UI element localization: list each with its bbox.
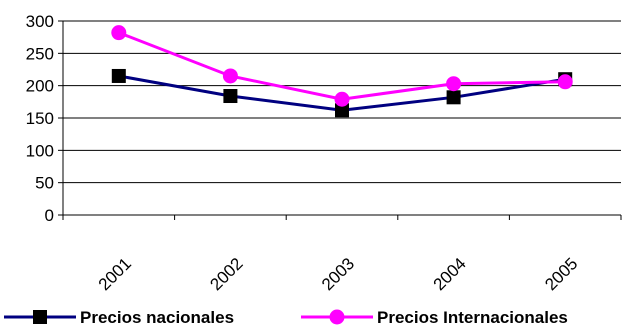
data-point-square — [446, 90, 461, 105]
series-group — [111, 25, 573, 118]
x-axis-ticks: 2001 2002 2003 2004 2005 — [62, 215, 622, 294]
x-tick-label: 2002 — [206, 254, 246, 294]
y-tick-label: 150 — [26, 109, 54, 128]
legend: Precios nacionales Precios Internacionale… — [4, 308, 568, 326]
legend-label: Precios nacionales — [80, 308, 234, 326]
y-tick-label: 100 — [26, 141, 54, 160]
data-point-square — [335, 103, 349, 118]
legend-marker-circle — [329, 309, 345, 325]
x-tick-label: 2003 — [318, 254, 358, 294]
x-tick-label: 2004 — [430, 254, 470, 294]
data-point-square — [111, 68, 126, 83]
data-point-square — [223, 89, 238, 104]
data-point-circle — [557, 74, 573, 90]
grid-lines — [63, 20, 621, 184]
y-tick-label: 200 — [26, 77, 54, 96]
y-axis-ticks: 0 50 100 150 200 250 300 — [26, 12, 63, 225]
data-point-circle — [222, 68, 238, 84]
y-tick-label: 300 — [26, 12, 54, 31]
legend-marker-square — [33, 310, 47, 324]
legend-label: Precios Internacionales — [377, 308, 568, 326]
data-point-circle — [334, 91, 350, 107]
y-tick-label: 250 — [26, 44, 54, 63]
y-tick-label: 0 — [45, 206, 54, 225]
x-tick-label: 2001 — [95, 254, 135, 294]
data-point-circle — [111, 25, 127, 41]
data-point-circle — [446, 76, 462, 92]
x-tick-label: 2005 — [541, 254, 581, 294]
y-tick-label: 50 — [35, 174, 54, 193]
